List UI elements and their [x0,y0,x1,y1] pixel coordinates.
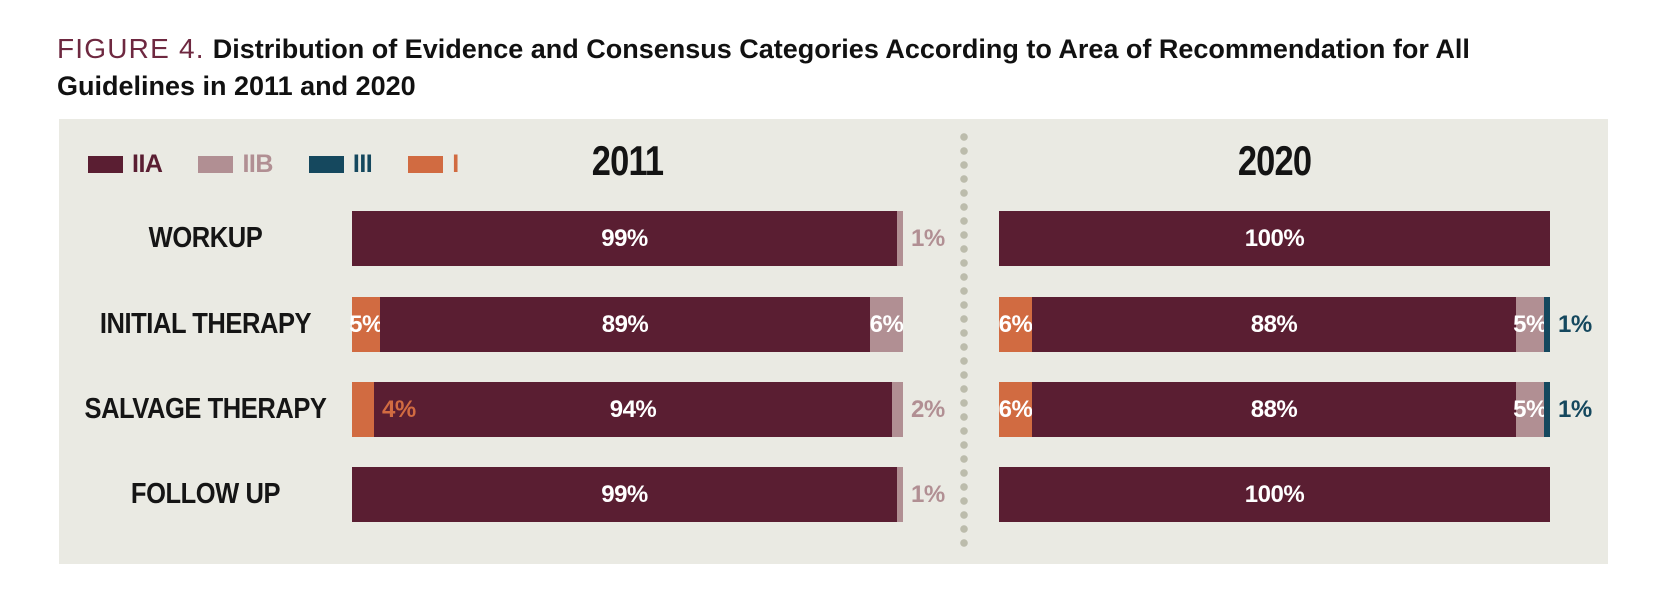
chart-row-workup: WORKUP 99% 1% 100% [59,211,1608,266]
outside-label-zone-2020: 1% [1550,382,1608,437]
column-header-2020: 2020 [1237,137,1312,184]
bar-segment-III [1544,382,1550,437]
outside-label-zone-2020: 1% [1550,297,1608,352]
bar-segment-label: 88% [1250,310,1298,338]
bar-outside-label: 1% [911,480,945,508]
legend-label-III: III [352,149,373,178]
bar-segment-IIA: 99% [352,211,897,266]
outside-label-zone-2020 [1550,467,1608,522]
legend-label-IIA: IIA [132,149,163,178]
chart-row-follow-up: FOLLOW UP 99% 1% 100% [59,467,1608,522]
legend-label-IIB: IIB [242,149,273,178]
bar-outside-label: 2% [911,395,945,423]
bar-segment-label: 99% [601,224,648,252]
bar-2020: 6% 88% 5% [999,297,1550,352]
bar-segment-IIB [892,382,903,437]
figure-panel: IIA IIB III I 2011 2020 WORKUP 99% 1% 100% INIT… [59,119,1608,564]
chart-row-salvage-therapy: SALVAGE THERAPY 4% 94% 2% 6% 88% 5% 1% [59,382,1608,437]
bar-segment-IIB [897,467,903,522]
outside-label-zone-2011 [903,297,999,352]
legend-swatch-IIA [88,155,123,173]
bar-2020: 100% [999,211,1550,266]
bar-segment-IIA: 99% [352,467,897,522]
bar-segment-label: 99% [601,480,648,508]
bar-2020: 6% 88% 5% [999,382,1550,437]
bar-segment-IIB: 5% [1513,297,1547,352]
outside-label-zone-2020 [1550,211,1608,266]
legend-swatch-III [308,155,344,173]
bar-segment-I [352,382,374,437]
bar-segment-I: 6% [998,297,1033,352]
bar-segment-label: 100% [1244,224,1305,252]
bar-segment-label: 89% [601,310,649,338]
bar-segment-IIB: 5% [1513,382,1547,437]
bar-outside-label: 1% [1558,310,1592,338]
bar-2011: 99% [352,211,903,266]
outside-label-zone-2011: 1% [903,467,999,522]
legend-item-IIA: IIA [88,149,163,179]
bar-2011: 4% 94% [352,382,903,437]
row-label: SALVAGE THERAPY [84,393,327,425]
row-label: FOLLOW UP [130,478,281,510]
bar-segment-IIB [897,211,903,266]
bar-segment-IIA: 100% [999,467,1550,522]
legend-label-I: I [452,149,459,178]
bar-2011: 99% [352,467,903,522]
row-label: INITIAL THERAPY [99,308,312,340]
column-header-2011: 2011 [591,137,664,184]
bar-segment-after-label: 4% [382,395,416,423]
column-divider-dotted [960,133,968,553]
bar-outside-label: 1% [1558,395,1592,423]
legend-item-I: I [408,149,459,179]
outside-label-zone-2011: 1% [903,211,999,266]
figure-title-text: Distribution of Evidence and Consensus C… [57,34,1470,101]
bar-segment-label: 5% [349,310,383,338]
bar-segment-label: 6% [998,310,1033,338]
bar-segment-IIA: 94% [374,382,892,437]
bar-segment-label: 6% [869,310,904,338]
bar-segment-IIA: 88% [1032,382,1516,437]
legend: IIA IIB III I [88,150,495,178]
bar-segment-I: 5% [349,297,383,352]
bar-segment-label: 5% [1513,395,1547,423]
bar-segment-label: 100% [1244,480,1305,508]
bar-segment-label: 5% [1513,310,1547,338]
figure-number-label: FIGURE 4. [57,33,205,64]
outside-label-zone-2011: 2% [903,382,999,437]
chart-row-initial-therapy: INITIAL THERAPY 5% 89% 6% 6% 88% 5% 1% [59,297,1608,352]
bar-segment-label: 6% [998,395,1033,423]
bar-segment-IIA: 100% [999,211,1550,266]
legend-item-III: III [308,149,373,179]
bar-segment-IIA: 88% [1032,297,1516,352]
row-label: WORKUP [148,222,263,254]
figure-title: FIGURE 4. Distribution of Evidence and Co… [57,30,1547,105]
legend-item-IIB: IIB [198,149,273,179]
bar-segment-III [1544,297,1550,352]
bar-segment-label: 94% [609,395,657,423]
bar-segment-I: 6% [998,382,1033,437]
bar-segment-label: 88% [1250,395,1298,423]
bar-2011: 5% 89% 6% [349,297,904,352]
legend-swatch-IIB [198,155,234,173]
bar-segment-IIB: 6% [869,297,904,352]
legend-swatch-I [408,155,444,173]
bar-segment-IIA: 89% [380,297,870,352]
bar-2020: 100% [999,467,1550,522]
bar-outside-label: 1% [911,224,945,252]
